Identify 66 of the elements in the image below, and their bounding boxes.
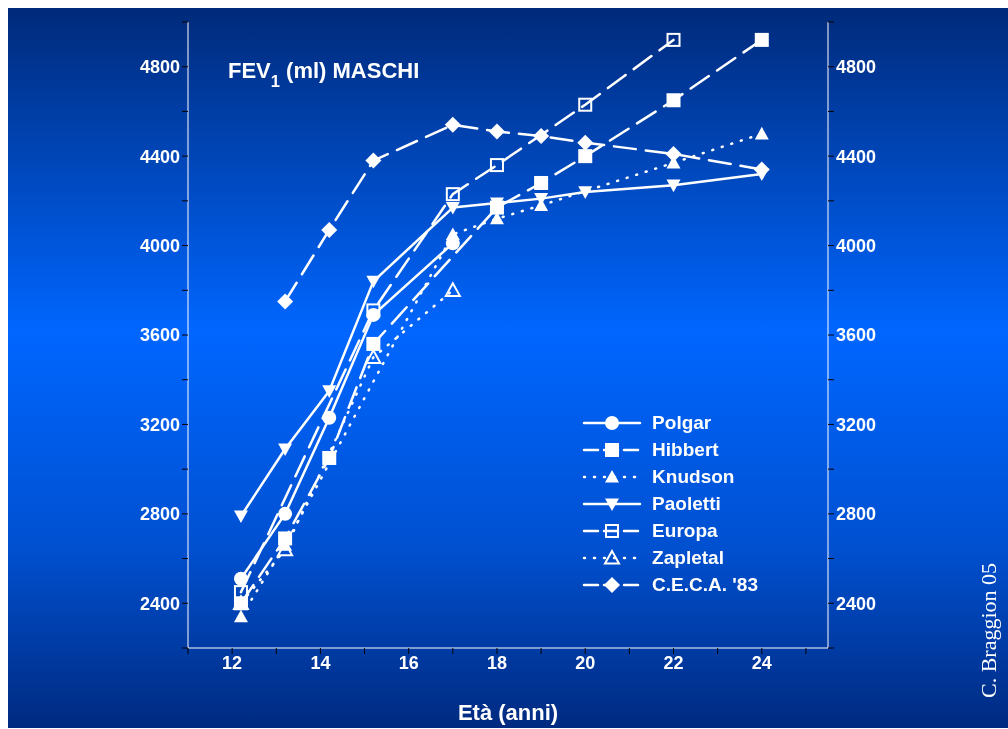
point — [665, 145, 682, 162]
text: C. Braggion 05 — [976, 562, 1001, 698]
y2-tick-label: 3200 — [836, 414, 877, 435]
legend-label: Hibbert — [652, 438, 719, 461]
legend-label: C.E.C.A. '83 — [652, 573, 758, 596]
point — [754, 32, 769, 47]
y-tick-label: 3600 — [139, 325, 180, 346]
point — [666, 32, 681, 47]
point — [666, 93, 681, 108]
x-tick-label: 16 — [398, 652, 419, 673]
point — [277, 293, 294, 310]
point — [488, 123, 505, 140]
point — [578, 186, 593, 199]
point — [322, 385, 337, 398]
x-tick-label: 22 — [663, 652, 684, 673]
x-tick-label: 18 — [486, 652, 507, 673]
y2-tick-label: 2800 — [836, 504, 877, 525]
point — [365, 152, 382, 169]
point — [366, 275, 381, 289]
y-tick-label: 4000 — [139, 235, 180, 256]
y2-tick-label: 4800 — [836, 57, 877, 78]
legend-label: Paoletti — [652, 492, 721, 515]
point — [445, 201, 460, 215]
point — [577, 134, 594, 151]
point — [321, 221, 338, 238]
legend-label: Polgar — [652, 411, 712, 434]
point — [578, 149, 593, 164]
y2-tick-label: 2400 — [836, 593, 877, 614]
point — [233, 571, 248, 586]
point — [366, 336, 381, 351]
x-tick-label: 14 — [310, 652, 331, 673]
point — [534, 175, 549, 190]
point — [233, 609, 248, 623]
legend-label: Zapletal — [652, 546, 724, 569]
x-axis-title: Età (anni) — [457, 700, 559, 725]
x-tick-label: 24 — [751, 652, 772, 673]
point — [754, 126, 769, 140]
point — [533, 128, 550, 145]
y-tick-label: 4400 — [139, 146, 180, 167]
y2-tick-label: 3600 — [836, 325, 877, 346]
point — [366, 303, 381, 318]
point — [233, 510, 248, 524]
y2-tick-label: 4000 — [836, 235, 877, 256]
point — [445, 227, 460, 240]
point — [233, 585, 248, 600]
point — [489, 158, 504, 173]
y2-tick-label: 4400 — [836, 146, 877, 167]
point — [322, 410, 337, 425]
point — [278, 443, 293, 457]
point — [578, 97, 593, 112]
y-tick-label: 2800 — [139, 504, 180, 525]
point — [444, 282, 461, 297]
x-tick-label: 20 — [575, 652, 596, 673]
x-tick-label: 12 — [222, 652, 243, 673]
legend-label: Europa — [652, 519, 718, 542]
point — [365, 349, 382, 364]
text: FEV$_{1}$ (ml) MASCHI — [228, 58, 420, 90]
point — [666, 179, 681, 193]
y-tick-label: 3200 — [139, 414, 180, 435]
point — [278, 506, 293, 521]
point — [445, 187, 460, 202]
point — [444, 116, 461, 133]
point — [322, 450, 337, 465]
y-tick-label: 2400 — [139, 593, 180, 614]
y-tick-label: 4800 — [139, 57, 180, 78]
legend-label: Knudson — [652, 465, 735, 488]
